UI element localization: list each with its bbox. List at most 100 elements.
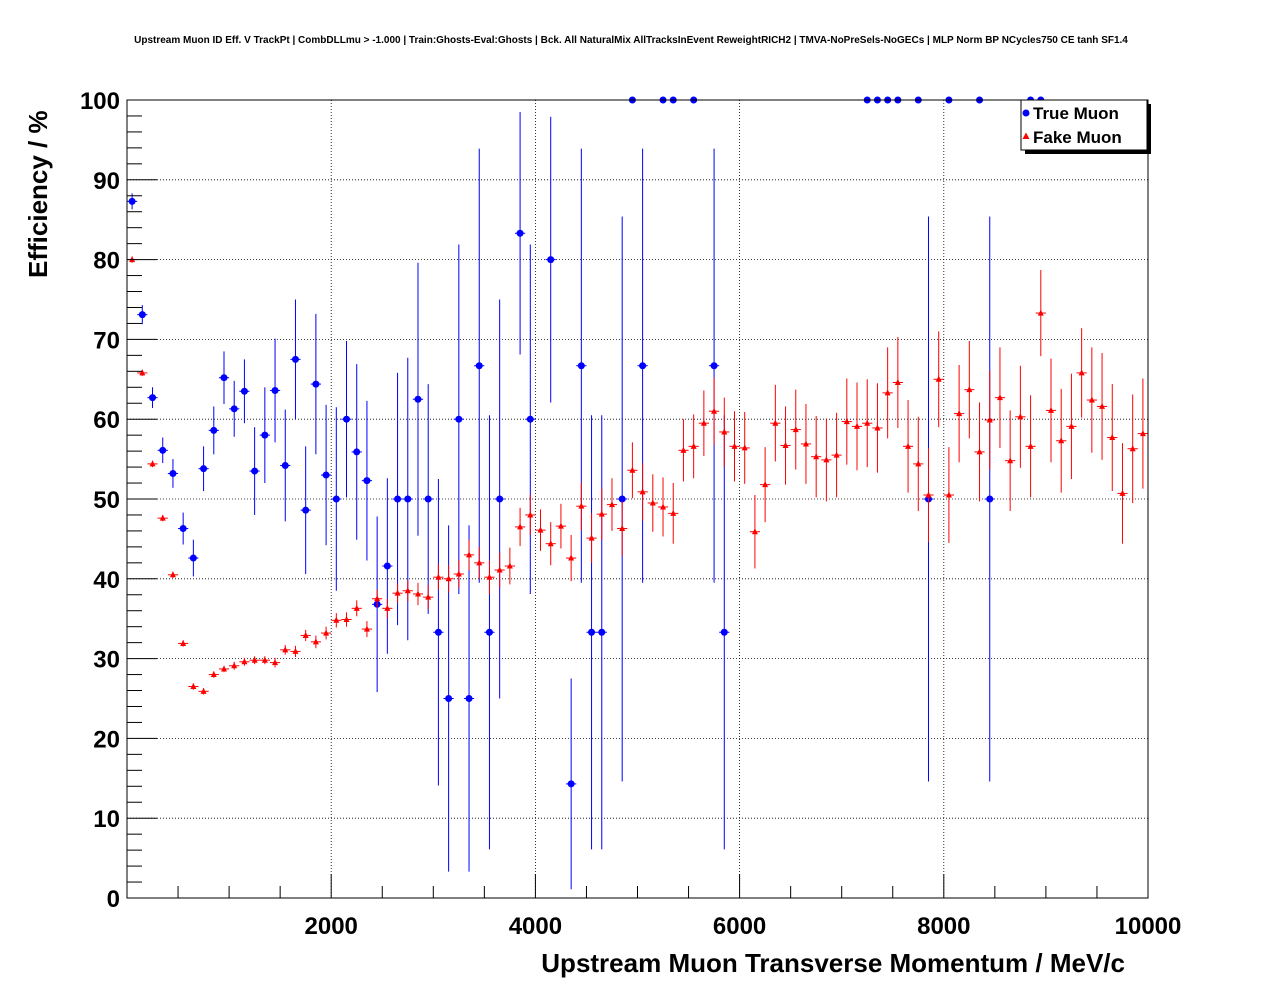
data-point bbox=[792, 426, 799, 433]
data-point bbox=[547, 256, 555, 264]
data-point bbox=[598, 510, 605, 517]
data-point bbox=[241, 658, 248, 665]
data-point bbox=[363, 477, 371, 485]
data-point bbox=[1109, 434, 1116, 441]
data-point bbox=[884, 389, 891, 396]
data-point bbox=[190, 683, 197, 690]
x-tick-label: 4000 bbox=[509, 913, 562, 940]
data-point bbox=[996, 394, 1003, 401]
data-point bbox=[333, 616, 340, 623]
y-tick-label: 50 bbox=[93, 487, 120, 514]
data-point bbox=[527, 511, 534, 518]
data-point bbox=[588, 628, 596, 636]
data-point bbox=[802, 440, 809, 447]
data-point bbox=[220, 665, 227, 672]
data-point bbox=[567, 780, 575, 788]
data-point bbox=[782, 442, 789, 449]
x-tick-label: 8000 bbox=[917, 913, 970, 940]
axes: 2000 4000 6000 8000 10000 0 10 20 30 40 50 60 70 80 90… bbox=[80, 88, 1181, 940]
data-point bbox=[629, 466, 636, 473]
data-point bbox=[475, 362, 483, 370]
data-point bbox=[619, 525, 626, 532]
data-point bbox=[240, 387, 248, 395]
data-point bbox=[404, 587, 411, 594]
data-point bbox=[394, 589, 401, 596]
data-point bbox=[261, 656, 268, 663]
legend-marker-true-muon bbox=[1022, 109, 1030, 117]
legend-marker-fake-muon bbox=[1022, 132, 1030, 139]
data-point bbox=[312, 380, 320, 388]
data-point bbox=[618, 495, 626, 503]
data-point bbox=[690, 442, 697, 449]
data-point bbox=[282, 646, 289, 653]
data-point bbox=[139, 369, 146, 376]
data-point bbox=[424, 495, 432, 503]
data-point bbox=[1078, 369, 1085, 376]
data-point bbox=[1027, 442, 1034, 449]
data-point bbox=[945, 491, 952, 498]
data-point bbox=[353, 448, 361, 456]
grid-lines bbox=[127, 100, 1148, 898]
data-point bbox=[363, 625, 370, 632]
data-point bbox=[128, 197, 136, 205]
data-point bbox=[843, 418, 850, 425]
data-point bbox=[670, 509, 677, 516]
data-point bbox=[721, 428, 728, 435]
data-point bbox=[434, 628, 442, 636]
series-true-muon bbox=[127, 96, 1046, 890]
x-tick-label: 6000 bbox=[713, 913, 766, 940]
data-point bbox=[905, 442, 912, 449]
data-point bbox=[230, 405, 238, 413]
data-point bbox=[251, 656, 258, 663]
data-point bbox=[383, 562, 391, 570]
data-point bbox=[833, 451, 840, 458]
data-point bbox=[526, 415, 534, 423]
data-point bbox=[639, 362, 647, 370]
data-point bbox=[598, 628, 606, 636]
data-point bbox=[374, 595, 381, 602]
data-point bbox=[180, 639, 187, 646]
y-axis-title: Efficiency / % bbox=[23, 110, 53, 278]
data-point bbox=[414, 590, 421, 597]
data-point bbox=[537, 526, 544, 533]
data-point bbox=[864, 419, 871, 426]
data-point bbox=[159, 514, 166, 521]
data-point bbox=[200, 465, 208, 473]
y-tick-label: 20 bbox=[93, 726, 120, 753]
data-point bbox=[762, 481, 769, 488]
data-point bbox=[251, 467, 259, 475]
data-point bbox=[414, 395, 422, 403]
data-point bbox=[169, 469, 177, 477]
legend-box bbox=[1020, 99, 1148, 151]
data-point bbox=[986, 416, 993, 423]
data-point bbox=[894, 378, 901, 385]
data-point bbox=[568, 554, 575, 561]
data-point bbox=[649, 499, 656, 506]
legend-label-true-muon: True Muon bbox=[1033, 104, 1119, 123]
data-point bbox=[925, 491, 932, 498]
data-point bbox=[1119, 489, 1126, 496]
data-point bbox=[813, 453, 820, 460]
data-point bbox=[332, 495, 340, 503]
data-point bbox=[588, 534, 595, 541]
data-point bbox=[1017, 413, 1024, 420]
data-point bbox=[445, 575, 452, 582]
data-point bbox=[751, 528, 758, 535]
data-point bbox=[200, 687, 207, 694]
data-point bbox=[485, 628, 493, 636]
data-point bbox=[189, 554, 197, 562]
data-marks bbox=[127, 96, 1148, 890]
data-point bbox=[404, 495, 412, 503]
data-point bbox=[711, 407, 718, 414]
data-point bbox=[445, 695, 453, 702]
data-point bbox=[1048, 406, 1055, 413]
legend: True Muon Fake Muon bbox=[1020, 99, 1151, 154]
data-point bbox=[455, 415, 463, 423]
data-point bbox=[1007, 457, 1014, 464]
y-tick-label: 60 bbox=[93, 407, 120, 434]
legend-label-fake-muon: Fake Muon bbox=[1033, 128, 1122, 147]
y-tick-label: 100 bbox=[80, 88, 120, 115]
data-point bbox=[915, 460, 922, 467]
data-point bbox=[578, 502, 585, 509]
data-point bbox=[608, 501, 615, 508]
